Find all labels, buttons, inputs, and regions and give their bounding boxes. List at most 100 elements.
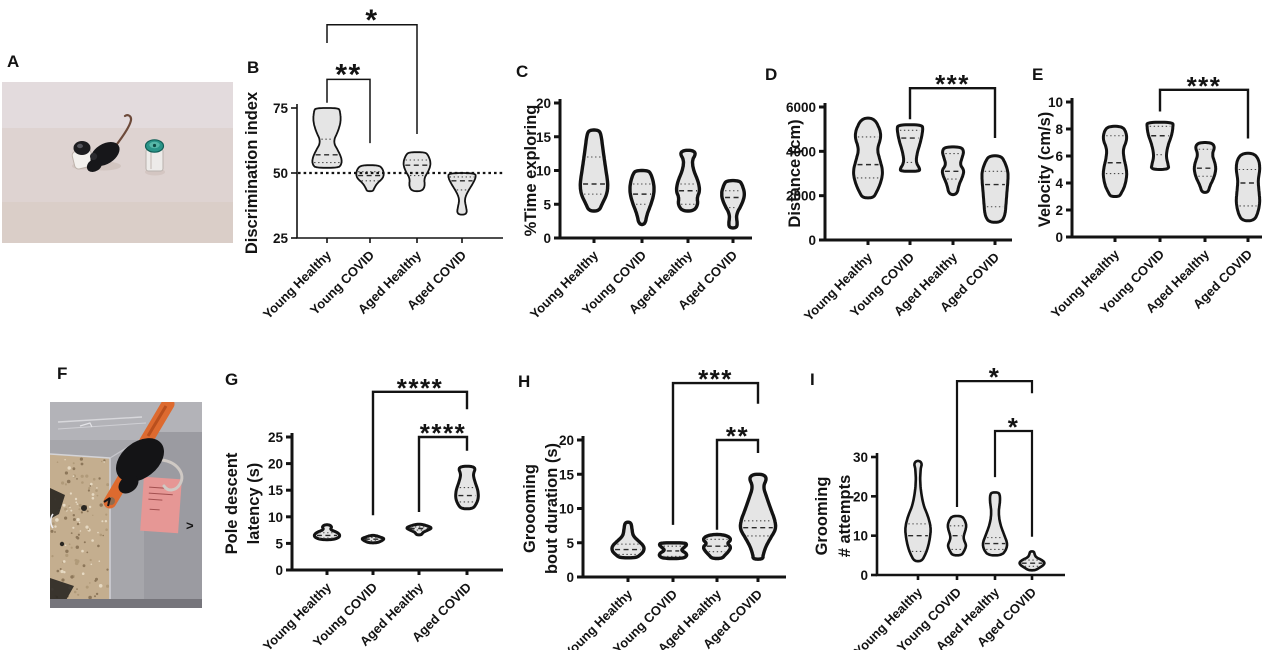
panel-a-photo xyxy=(2,82,233,248)
bedding-dot xyxy=(89,485,92,487)
panel-f-letter: F xyxy=(57,364,68,383)
violin-young-healthy xyxy=(610,520,646,560)
panel-g-letter: G xyxy=(225,370,238,389)
panel-f-photo-svg: > xyxy=(49,397,202,608)
bedding-dot xyxy=(61,578,65,582)
mouse-paw xyxy=(103,497,111,507)
bedding-dot xyxy=(89,558,92,562)
bedding-dot xyxy=(98,584,103,588)
bedding-dot xyxy=(72,526,75,529)
bedding-dot xyxy=(68,505,71,508)
y-tick-label: 5 xyxy=(275,536,283,551)
y-tick-label: 15 xyxy=(536,130,552,145)
y-tick-label: 0 xyxy=(860,568,868,583)
bedding-dot xyxy=(89,582,91,584)
significance-bracket xyxy=(955,380,1034,507)
bedding-dot xyxy=(69,506,71,509)
bedding-dot xyxy=(80,474,84,478)
violin-aged-covid xyxy=(1018,550,1046,572)
bedding-dot xyxy=(62,560,66,563)
bedding-dot xyxy=(106,568,109,571)
bedding-dot xyxy=(81,572,85,575)
y-tick-label: 4000 xyxy=(786,144,816,159)
bedding-dot xyxy=(75,501,78,504)
lid-clip xyxy=(79,422,93,428)
bedding-dot xyxy=(65,549,69,553)
y-tick-label: 0 xyxy=(275,563,283,578)
bedding-dot xyxy=(87,489,90,492)
y-tick-label: 75 xyxy=(273,101,289,116)
bedding-dot xyxy=(54,525,57,528)
bedding-dot xyxy=(72,514,75,517)
y-axis-label: bout duration (s) xyxy=(543,443,561,574)
bedding-dot xyxy=(97,531,99,534)
bedding-dot xyxy=(75,545,79,549)
y-axis-label: Velocity (cm/s) xyxy=(1036,112,1054,228)
violin-aged-covid xyxy=(980,154,1010,224)
panel-c-letter: C xyxy=(516,62,528,81)
significance-stars: *** xyxy=(698,364,733,394)
bedding-dot xyxy=(69,492,72,495)
bedding-dot xyxy=(78,503,82,507)
y-tick-label: 15 xyxy=(559,467,575,482)
y-tick-label: 0 xyxy=(808,233,816,248)
violin-aged-covid xyxy=(1234,151,1262,223)
bedding-dot xyxy=(102,534,104,537)
violin-aged-healthy xyxy=(405,522,433,537)
bedding-dot xyxy=(51,555,54,558)
bedding-dot xyxy=(99,503,103,507)
violin-young-covid xyxy=(355,164,385,193)
significance-stars: * xyxy=(365,4,378,37)
bedding-dot xyxy=(56,461,59,463)
violin-aged-healthy xyxy=(981,491,1009,557)
bedding-dot xyxy=(98,477,101,480)
violin-aged-healthy xyxy=(402,151,432,193)
y-tick-label: 2000 xyxy=(786,189,816,204)
y-tick-label: 4 xyxy=(1055,176,1063,191)
violin-aged-covid xyxy=(454,464,480,511)
y-tick-label: 10 xyxy=(268,510,283,525)
bedding-dot xyxy=(92,514,94,516)
mouse xyxy=(116,438,164,494)
bedding-dot xyxy=(106,584,110,588)
bedding-dot xyxy=(60,569,64,574)
y-axis-label: Groooming xyxy=(521,464,539,553)
mouse-body xyxy=(116,438,164,482)
photo-a-floor-lowlight xyxy=(2,202,233,243)
y-axis-label: # attempts xyxy=(836,475,854,558)
significance-stars: ** xyxy=(726,421,749,451)
y-tick-label: 0 xyxy=(1055,230,1063,245)
violin-aged-healthy xyxy=(1192,141,1218,194)
bedding-dot xyxy=(81,481,84,484)
cage-bottom-shadow xyxy=(50,599,202,608)
mouse xyxy=(86,142,120,172)
bedding-dot xyxy=(88,505,92,509)
panel-i-letter: I xyxy=(810,370,815,389)
bedding-dot xyxy=(79,530,82,532)
bedding-dot xyxy=(87,528,90,531)
bedding-dot xyxy=(94,579,97,582)
bedding-dot xyxy=(74,497,78,501)
violin-young-healthy xyxy=(311,107,343,169)
y-tick-label: 15 xyxy=(268,483,284,498)
bedding-dot xyxy=(64,516,68,520)
bedding-dot xyxy=(61,481,65,485)
significance-stars: *** xyxy=(935,69,970,99)
bedding-dot xyxy=(95,592,99,596)
y-tick-label: 20 xyxy=(559,433,574,448)
y-axis-label: Grooming xyxy=(813,477,831,556)
violin-aged-covid xyxy=(738,472,778,561)
video-chevron: > xyxy=(186,518,194,533)
y-tick-label: 10 xyxy=(536,164,551,179)
violin-young-healthy xyxy=(578,128,610,213)
photo-a-floor-highlight xyxy=(2,82,233,128)
bedding-dot xyxy=(81,549,84,553)
violin-young-covid xyxy=(628,168,656,227)
bedding-dot xyxy=(104,520,108,523)
bedding-dot xyxy=(79,457,83,461)
significance-stars: **** xyxy=(420,418,466,448)
y-axis-label: %Time exploring xyxy=(522,105,540,237)
